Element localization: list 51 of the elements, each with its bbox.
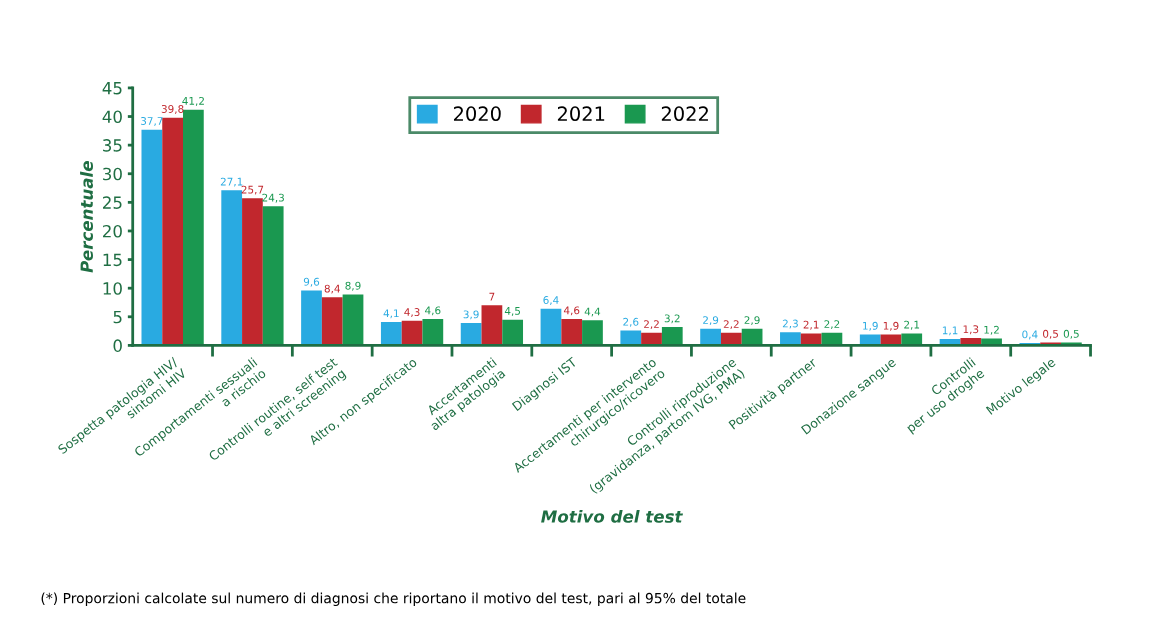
x-axis-title: Motivo del test — [541, 509, 683, 523]
data-label: 1,9 — [883, 321, 899, 331]
data-label: 8,4 — [324, 284, 340, 294]
y-tick-label: 20 — [103, 224, 122, 238]
legend-label: 2022 — [661, 106, 708, 122]
data-label: 39,8 — [161, 105, 184, 114]
data-label: 1,1 — [942, 326, 958, 336]
data-label: 1,2 — [984, 325, 999, 335]
legend-label: 2021 — [557, 106, 605, 122]
data-label: 1,3 — [963, 325, 979, 335]
data-label: 0,5 — [1063, 329, 1079, 339]
y-tick-label: 35 — [103, 139, 122, 152]
data-label: 24,3 — [262, 193, 284, 203]
y-tick-label: 10 — [103, 282, 122, 295]
data-label: 4,6 — [425, 306, 441, 316]
data-label: 2,1 — [803, 320, 819, 330]
y-axis-title: Percentuale — [80, 161, 93, 273]
data-label: 3,9 — [463, 310, 479, 320]
y-tick-label: 45 — [102, 82, 122, 95]
data-label: 4,4 — [584, 307, 601, 317]
data-label: 0,5 — [1043, 329, 1058, 339]
data-label: 4,6 — [563, 306, 580, 316]
y-tick-label: 0 — [113, 339, 122, 352]
y-tick-label: 40 — [102, 110, 122, 124]
y-tick-label: 15 — [103, 253, 122, 267]
data-label: 6,4 — [543, 296, 559, 306]
data-label: 2,2 — [723, 320, 739, 330]
y-tick-label: 25 — [103, 196, 122, 209]
text: (*) Proporzioni calcolate sul numero di diagnosi che riportano il motivo del test, pari al 95% del totale — [41, 592, 746, 607]
data-label: 2,2 — [644, 320, 659, 330]
data-label: 2,1 — [904, 320, 920, 330]
data-label: 2,9 — [703, 316, 719, 326]
data-label: 7 — [489, 292, 495, 301]
data-label: 4,1 — [383, 309, 399, 319]
data-label: 2,6 — [623, 317, 639, 327]
data-label: 2,9 — [744, 316, 760, 326]
data-label: 27,1 — [220, 177, 243, 187]
y-tick-label: 30 — [103, 167, 122, 181]
y-tick-label: 5 — [113, 310, 122, 324]
data-label: 4,5 — [504, 307, 521, 316]
data-label: 2,3 — [782, 319, 798, 329]
data-label: 0,4 — [1022, 330, 1038, 340]
data-label: 2,2 — [824, 320, 840, 330]
data-label: 1,9 — [863, 321, 878, 331]
legend-label: 2020 — [453, 106, 501, 122]
data-label: 9,6 — [303, 277, 320, 287]
data-label: 25,7 — [241, 185, 264, 195]
data-label: 3,2 — [664, 314, 680, 324]
data-label: 41,2 — [182, 96, 204, 106]
data-label: 8,9 — [345, 281, 361, 291]
data-label: 4,3 — [404, 308, 420, 318]
